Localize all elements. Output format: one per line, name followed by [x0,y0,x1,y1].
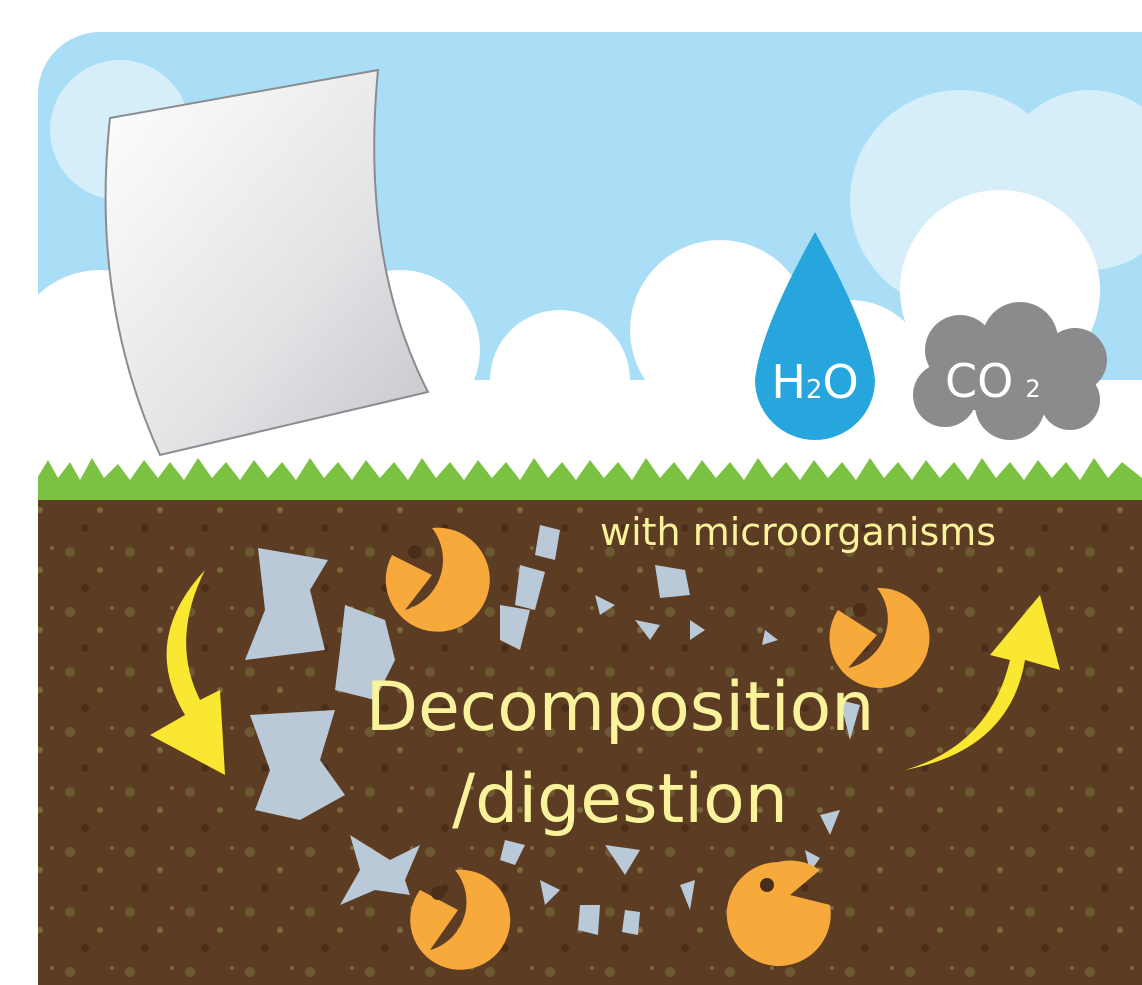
scene: H2O CO2 [0,0,1142,985]
water-subscript: 2 [806,375,823,405]
co2-subscript: 2 [1025,375,1040,403]
co2-symbol: CO [945,354,1013,408]
decomposition-illustration: H2O CO2 [0,0,1142,985]
process-title: Decomposition [366,668,875,747]
page: H2O CO2 [0,0,1142,985]
agent-label: with microorganisms [600,510,996,554]
water-symbol: O [822,355,858,409]
process-title: /digestion [452,760,788,839]
water-symbol: H [771,355,806,409]
